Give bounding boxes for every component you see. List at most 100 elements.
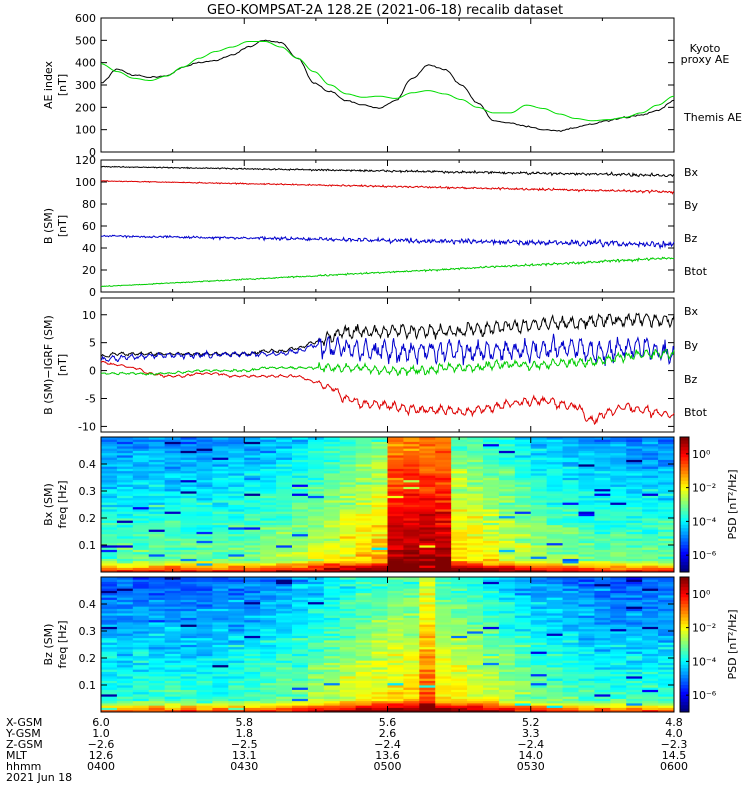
spec-cell — [514, 531, 532, 535]
spec-cell — [530, 495, 548, 499]
spec-cell — [339, 488, 357, 492]
spec-cell — [403, 529, 420, 532]
spec-cell — [132, 637, 150, 641]
spec-cell — [546, 441, 563, 445]
spec-cell — [578, 441, 595, 445]
spec-cell — [228, 502, 245, 505]
spec-cell — [483, 488, 500, 492]
spec-cell — [530, 437, 548, 440]
spec-cell — [387, 491, 404, 494]
spec-cell — [132, 457, 150, 460]
spec-cell — [594, 613, 611, 616]
spec-cell — [403, 678, 420, 681]
spec-cell — [116, 664, 134, 668]
spec-cell — [116, 556, 134, 559]
spec-cell — [339, 595, 357, 598]
spec-cell — [132, 551, 150, 555]
spec-cell — [116, 689, 134, 693]
spec-cell — [244, 694, 261, 697]
spec-cell — [132, 633, 150, 636]
spec-cell — [498, 486, 516, 490]
series-b-bz — [100, 234, 675, 250]
spec-cell — [292, 646, 309, 650]
spec-cell — [228, 599, 245, 603]
spec-cell — [244, 577, 261, 580]
spec-cell — [530, 450, 548, 454]
spec-cell — [594, 461, 611, 465]
spec-cell — [339, 531, 357, 535]
spec-cell — [578, 689, 595, 693]
spec-cell — [371, 626, 388, 630]
spec-cell — [658, 536, 675, 539]
spec-cell — [387, 565, 404, 568]
xaxis-y-gsm-value: 1.0 — [92, 727, 110, 740]
spec-cell — [276, 694, 293, 697]
xaxis-x-gsm-value: 5.8 — [236, 716, 254, 729]
spec-cell — [355, 520, 372, 523]
spec-cell — [658, 441, 675, 445]
spec-cell — [546, 608, 563, 612]
spec-cell — [260, 691, 277, 695]
spec-cell — [307, 448, 325, 451]
panel-2-ytick-label: 20 — [82, 264, 96, 277]
spec-cell — [355, 484, 372, 487]
spec-cell — [307, 631, 325, 634]
spec-cell — [435, 457, 452, 460]
spec-cell — [323, 590, 341, 594]
spec-cell — [546, 631, 563, 634]
spec-cell — [323, 626, 341, 630]
spec-cell — [212, 450, 229, 454]
spec-cell — [435, 610, 452, 614]
spec-cell — [419, 477, 436, 481]
spec-cell — [228, 439, 245, 442]
spec-cell — [467, 642, 484, 645]
panel-3-ytick-label: 5 — [89, 337, 96, 350]
spec-cell — [244, 664, 261, 668]
spec-cell — [148, 669, 166, 672]
spec-cell — [196, 592, 213, 596]
spec-cell — [498, 703, 516, 706]
spec-cell — [419, 662, 436, 666]
spec-cell — [514, 599, 532, 603]
spec-cell — [164, 495, 181, 499]
spec-cell — [323, 651, 341, 654]
spec-cell — [244, 441, 261, 445]
spec-cell — [387, 455, 404, 458]
spec-cell — [451, 700, 468, 704]
spec-cell — [339, 608, 357, 612]
spec-cell — [387, 461, 404, 465]
spec-cell — [514, 495, 532, 499]
spec-cell — [228, 698, 245, 702]
spec-cell — [132, 642, 150, 645]
spec-cell — [244, 599, 261, 603]
spec-cell — [419, 653, 436, 657]
spec-cell — [514, 633, 532, 636]
spec-cell — [626, 707, 643, 711]
spec-cell — [658, 459, 675, 463]
spec-cell — [101, 502, 118, 505]
spec-cell — [642, 646, 659, 650]
spec-cell — [483, 527, 500, 530]
spec-cell — [323, 599, 341, 603]
spec-cell — [132, 549, 150, 553]
spec-cell — [355, 615, 372, 618]
spec-cell — [276, 579, 293, 582]
spec-cell — [180, 586, 197, 589]
spec-cell — [658, 482, 675, 485]
spec-cell — [132, 538, 150, 541]
spec-cell — [292, 662, 309, 666]
colorbar-step — [680, 531, 689, 536]
spec-cell — [276, 709, 293, 713]
spec-cell — [626, 441, 643, 445]
spec-cell — [578, 446, 595, 449]
spec-cell — [642, 554, 659, 557]
spec-cell — [546, 549, 563, 553]
spec-cell — [578, 520, 595, 523]
spec-cell — [132, 556, 150, 559]
spec-cell — [276, 698, 293, 702]
spec-cell — [244, 470, 261, 474]
spec-cell — [323, 461, 341, 465]
spec-cell — [260, 651, 277, 654]
spec-cell — [307, 633, 325, 636]
spec-cell — [514, 696, 532, 699]
